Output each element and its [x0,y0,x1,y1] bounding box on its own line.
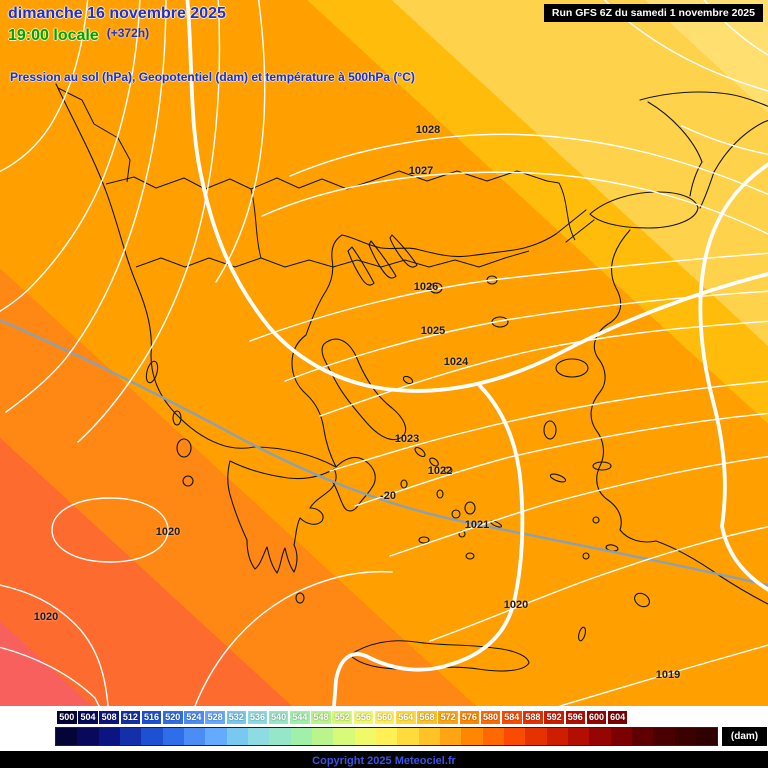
legend-bar-segment [397,728,419,745]
legend-value-chip: 584 [501,711,522,724]
legend-value-chip: 500 [57,711,77,724]
country-borders [57,87,576,268]
legend-value-chip: 600 [586,711,607,724]
legend-value-chip: 524 [184,711,204,724]
legend-value-chip: 520 [162,711,183,724]
legend-value-chip: 528 [205,711,225,724]
legend-bar-segment [354,728,376,745]
legend-bar-segment [610,728,632,745]
weather-map-canvas [0,0,768,706]
legend-value-chip: 576 [459,711,480,724]
legend-value-chip: 552 [332,711,353,724]
legend-bar-segment [418,728,440,745]
legend-values-row: 500 504 508 512 516 520 524 528 532 536 540 544 548 5… [57,711,628,724]
legend-value-chip: 572 [438,711,458,724]
legend-bar-segment [589,728,611,745]
legend-value-chip: 548 [311,711,331,724]
legend-bar-segment [525,728,547,745]
legend-value-chip: 504 [78,711,98,724]
legend-bar-segment [546,728,568,745]
legend-bar-segment [247,728,270,745]
legend-value-chip: 588 [523,711,543,724]
geopotential-lines [185,0,768,706]
legend-bar-segment [162,728,184,745]
legend-bar-segment [567,728,590,745]
legend-bar-segment [631,728,654,745]
legend-value-chip: 568 [417,711,437,724]
legend-unit: (dam) [722,727,767,746]
legend-color-bar [55,727,718,746]
legend-value-chip: 596 [565,711,586,724]
legend-value-chip: 532 [226,711,247,724]
copyright-bar: Copyright 2025 Meteociel.fr [0,751,768,768]
legend-bar-segment [183,728,206,745]
legend-value-chip: 564 [396,711,416,724]
legend-value-chip: 560 [374,711,395,724]
legend-value-chip: 536 [247,711,268,724]
legend-bar-segment [439,728,462,745]
copyright-text: Copyright 2025 Meteociel.fr [312,755,456,767]
legend-value-chip: 604 [607,711,628,724]
legend-bar-segment [98,728,120,745]
temperature-shading [0,0,768,706]
legend-bar-segment [461,728,483,745]
legend-bar-segment [290,728,312,745]
legend-bar-segment [375,728,398,745]
model-run-info: Run GFS 6Z du samedi 1 novembre 2025 [543,4,763,22]
legend-bar-segment [503,728,526,745]
legend-value-chip: 580 [480,711,501,724]
legend-value-chip: 516 [141,711,162,724]
legend-value-chip: 556 [353,711,374,724]
legend-value-chip: 508 [99,711,119,724]
legend-bar-segment [77,728,99,745]
legend-bar-segment [205,728,227,745]
legend-bar-segment [333,728,355,745]
legend-bar-segment [695,728,718,745]
legend-bar-segment [119,728,142,745]
legend-bar-segment [311,728,334,745]
isotherm-minus20-line [0,318,768,587]
legend-bar-segment [226,728,248,745]
forecast-map: 1028 1027 1026 1025 1024 1023 1022 1021 -20 1020 1… [0,0,768,706]
legend-bar-segment [56,728,78,745]
legend-bar-segment [653,728,675,745]
legend-bar-segment [141,728,163,745]
legend-value-chip: 544 [290,711,310,724]
legend-bar-segment [482,728,504,745]
legend-value-chip: 540 [268,711,289,724]
legend-value-chip: 592 [544,711,564,724]
legend-bar-segment [269,728,291,745]
legend-bar-segment [674,728,696,745]
isobar-lines [0,0,768,706]
legend-value-chip: 512 [120,711,141,724]
